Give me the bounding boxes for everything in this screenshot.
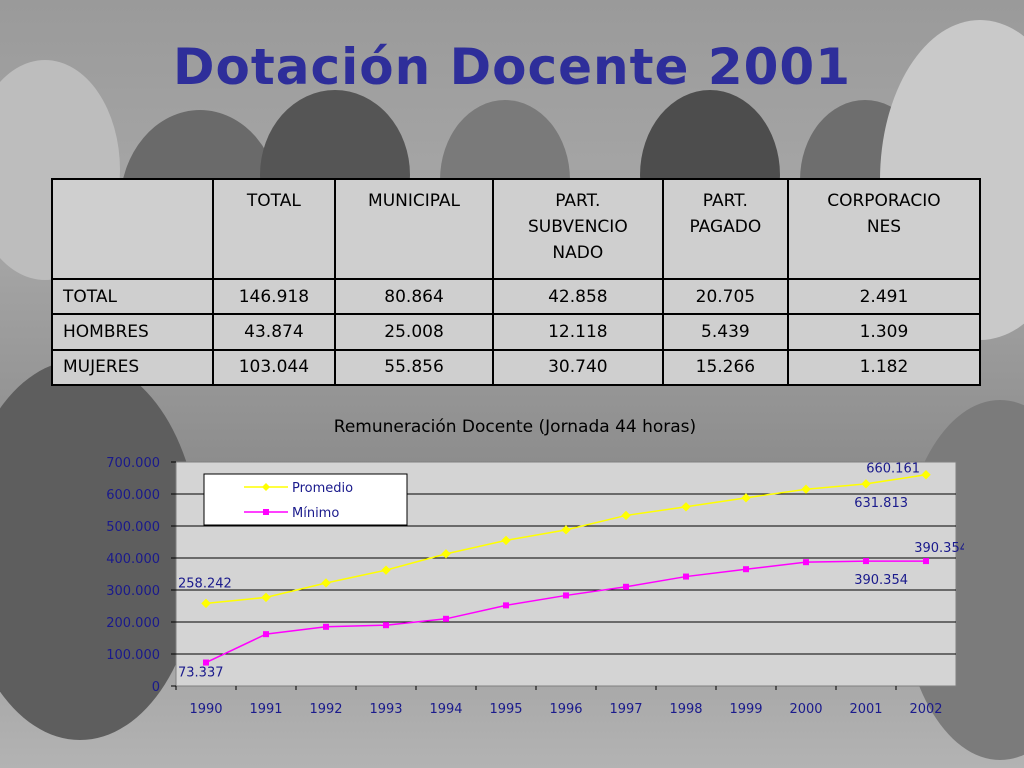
data-point-mínimo	[503, 602, 509, 609]
chart-legend: Promedio Mínimo	[203, 473, 408, 526]
y-tick-label: 600.000	[106, 488, 160, 503]
data-point-mínimo	[803, 559, 809, 566]
data-point-promedio	[321, 578, 331, 588]
data-label: 258.242	[178, 576, 232, 591]
column-header: TOTAL	[211, 178, 337, 280]
x-tick-label: 2002	[909, 702, 942, 717]
table-row: HOMBRES 43.874 25.008 12.118 5.439 1.309	[51, 313, 982, 351]
table-cell: 55.856	[334, 348, 494, 387]
data-point-promedio	[441, 549, 451, 559]
legend-label: Mínimo	[292, 506, 339, 521]
table-cell: 42.858	[491, 277, 664, 316]
y-tick-label: 700.000	[106, 456, 160, 471]
x-tick-label: 2001	[849, 702, 882, 717]
slide-title: Dotación Docente 2001	[172, 38, 851, 96]
data-label: 631.813	[854, 496, 908, 511]
column-header: PART. SUBVENCIO NADO	[491, 178, 664, 280]
table-cell: 5.439	[661, 313, 789, 351]
y-tick-label: 0	[152, 680, 160, 695]
data-point-promedio	[381, 565, 391, 575]
x-tick-label: 1998	[669, 702, 702, 717]
x-tick-label: 1996	[549, 702, 582, 717]
data-point-promedio	[681, 502, 691, 512]
x-tick-label: 1997	[609, 702, 642, 717]
table-cell: 15.266	[661, 348, 789, 387]
y-tick-label: 400.000	[106, 552, 160, 567]
x-tick-label: 2000	[789, 702, 822, 717]
data-point-promedio	[561, 525, 571, 535]
x-tick-label: 1994	[429, 702, 462, 717]
chart-title: Remuneración Docente (Jornada 44 horas)	[334, 417, 696, 437]
y-tick-label: 300.000	[106, 584, 160, 599]
data-point-promedio	[201, 598, 211, 609]
table-row: MUJERES 103.044 55.856 30.740 15.266 1.1…	[51, 348, 982, 387]
data-point-promedio	[921, 470, 931, 480]
row-label: HOMBRES	[51, 313, 214, 351]
data-label: 73.337	[178, 666, 224, 681]
table-cell: 25.008	[334, 313, 494, 351]
x-tick-label: 1992	[309, 702, 342, 717]
table-cell: 43.874	[211, 313, 337, 351]
column-header: PART. PAGADO	[661, 178, 789, 280]
remuneracion-chart: Remuneración Docente (Jornada 44 horas) …	[106, 417, 964, 717]
table-row: TOTAL 146.918 80.864 42.858 20.705 2.491	[51, 277, 982, 316]
data-point-mínimo	[923, 558, 929, 565]
y-tick-label: 100.000	[106, 648, 160, 663]
legend-marker	[263, 509, 269, 515]
data-point-mínimo	[863, 558, 869, 565]
table-corner-cell	[51, 178, 214, 280]
data-point-mínimo	[683, 573, 689, 580]
table-header-row: TOTAL MUNICIPAL PART. SUBVENCIO NADO PAR…	[51, 178, 982, 280]
data-label: 660.161	[866, 462, 920, 477]
x-tick-label: 1993	[369, 702, 402, 717]
data-point-mínimo	[323, 623, 329, 630]
data-point-mínimo	[563, 592, 569, 599]
y-tick-label: 200.000	[106, 616, 160, 631]
data-label: 390.354	[914, 541, 964, 556]
table-cell: 1.309	[786, 313, 982, 351]
data-point-promedio	[621, 510, 631, 521]
table-cell: 1.182	[786, 348, 982, 387]
row-label: TOTAL	[51, 277, 214, 316]
table-cell: 20.705	[661, 277, 789, 316]
data-point-promedio	[261, 592, 271, 603]
y-tick-label: 500.000	[106, 520, 160, 535]
x-tick-label: 1999	[729, 702, 762, 717]
data-point-promedio	[501, 535, 511, 546]
x-tick-label: 1995	[489, 702, 522, 717]
row-label: MUJERES	[51, 348, 214, 387]
column-header: CORPORACIO NES	[786, 178, 982, 280]
data-label: 390.354	[854, 573, 908, 588]
table-cell: 2.491	[786, 277, 982, 316]
column-header: MUNICIPAL	[334, 178, 494, 280]
dotacion-table: TOTAL MUNICIPAL PART. SUBVENCIO NADO PAR…	[51, 178, 982, 387]
data-point-mínimo	[743, 566, 749, 573]
x-tick-label: 1990	[189, 702, 222, 717]
data-point-mínimo	[443, 615, 449, 622]
data-point-promedio	[861, 479, 871, 489]
data-point-promedio	[801, 484, 811, 494]
data-point-mínimo	[203, 659, 209, 666]
data-point-mínimo	[383, 622, 389, 629]
table-cell: 12.118	[491, 313, 664, 351]
table-cell: 30.740	[491, 348, 664, 387]
legend-box	[203, 473, 408, 526]
legend-label: Promedio	[292, 481, 353, 496]
data-point-mínimo	[623, 583, 629, 590]
data-point-promedio	[741, 493, 751, 503]
table-cell: 80.864	[334, 277, 494, 316]
data-point-mínimo	[263, 631, 269, 638]
legend-marker	[262, 483, 270, 491]
table-cell: 146.918	[211, 277, 337, 316]
table-cell: 103.044	[211, 348, 337, 387]
x-tick-label: 1991	[249, 702, 282, 717]
